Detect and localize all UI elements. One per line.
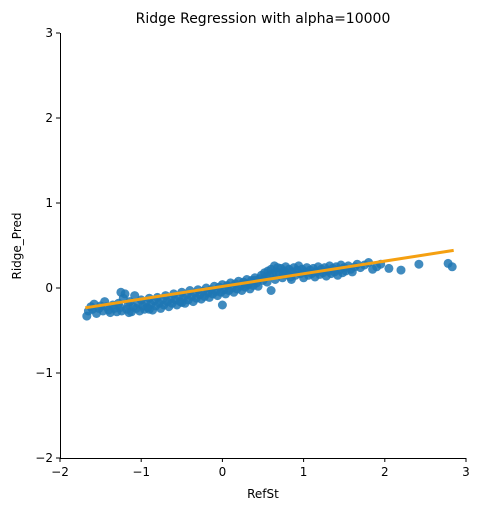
data-point xyxy=(447,262,457,272)
x-tick-label: 2 xyxy=(381,465,389,479)
y-tick-label: 2 xyxy=(45,111,53,125)
data-point xyxy=(177,298,187,307)
y-ticks: −2 −1 0 1 2 3 xyxy=(35,26,60,465)
regression-line xyxy=(85,248,454,310)
data-point xyxy=(414,259,424,269)
data-point xyxy=(130,291,140,301)
y-tick-label: 1 xyxy=(45,196,53,210)
regression-line-layer xyxy=(85,248,454,310)
y-tick-label: −1 xyxy=(35,366,53,380)
x-axis-label: RefSt xyxy=(247,487,279,501)
data-point xyxy=(266,286,276,295)
x-tick-label: −2 xyxy=(51,465,69,479)
y-tick-label: 3 xyxy=(45,26,53,40)
x-tick-label: 0 xyxy=(219,465,227,479)
x-ticks: −2 −1 0 1 2 3 xyxy=(51,458,470,479)
y-tick-label: 0 xyxy=(45,281,53,295)
scatter-points xyxy=(82,258,457,321)
data-point xyxy=(217,300,227,310)
y-tick-label: −2 xyxy=(35,451,53,465)
data-point xyxy=(396,265,406,275)
x-tick-label: 1 xyxy=(300,465,308,479)
x-tick-label: −1 xyxy=(132,465,150,479)
data-point xyxy=(144,304,154,314)
chart-title: Ridge Regression with alpha=10000 xyxy=(136,11,391,27)
data-point xyxy=(116,287,126,297)
data-point xyxy=(124,308,134,318)
y-axis-label: Ridge_Pred xyxy=(10,213,24,280)
data-point xyxy=(384,263,394,273)
x-tick-label: 3 xyxy=(462,465,470,479)
